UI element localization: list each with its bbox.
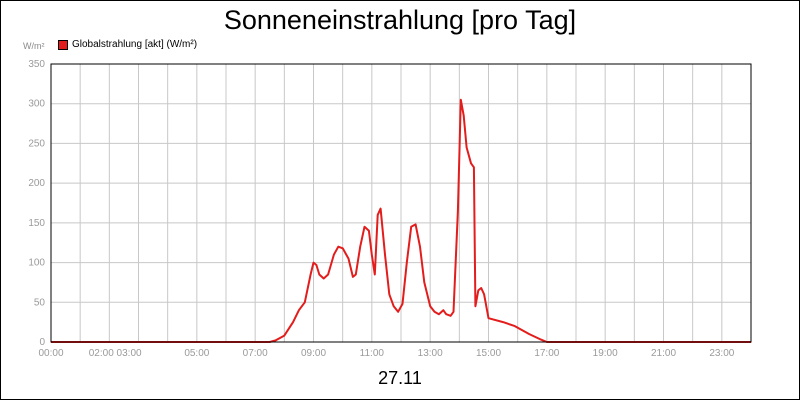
x-tick-label: 23:00 <box>709 348 734 359</box>
series-layer <box>51 98 751 343</box>
chart-title: Sonneneinstrahlung [pro Tag] <box>223 5 577 35</box>
y-unit-label: W/m² <box>23 41 45 51</box>
tick-labels: 0 50 100 150 200 250 300 350 00:00 02:00 03:00 05:… <box>28 59 734 359</box>
x-tick-label: 17:00 <box>534 348 559 359</box>
x-tick-label: 21:00 <box>651 348 676 359</box>
y-tick-label: 250 <box>28 138 45 149</box>
x-tick-label: 02:00 03:00 <box>89 348 142 359</box>
legend: Globalstrahlung [akt] (W/m²) <box>58 39 197 50</box>
x-tick-label: 09:00 <box>301 348 326 359</box>
y-tick-label: 300 <box>28 99 45 110</box>
date-label: 27.11 <box>378 368 422 388</box>
y-tick-label: 50 <box>34 297 46 308</box>
x-tick-label: 05:00 <box>184 348 209 359</box>
series-line <box>51 98 751 343</box>
legend-label: Globalstrahlung [akt] (W/m²) <box>72 39 198 50</box>
legend-swatch <box>58 39 68 50</box>
y-tick-label: 100 <box>28 258 45 269</box>
x-tick-label: 15:00 <box>476 348 501 359</box>
plot-border <box>50 63 752 343</box>
x-tick-label: 11:00 <box>360 348 385 359</box>
grid <box>51 64 751 342</box>
y-tick-label: 150 <box>28 218 45 229</box>
y-tick-label: 0 <box>39 337 45 348</box>
x-tick-label: 19:00 <box>593 348 618 359</box>
y-tick-label: 200 <box>28 178 45 189</box>
y-tick-label: 350 <box>28 59 45 70</box>
x-tick-label: 00:00 <box>38 348 63 359</box>
x-tick-label: 13:00 <box>418 348 443 359</box>
x-tick-label: 07:00 <box>243 348 268 359</box>
